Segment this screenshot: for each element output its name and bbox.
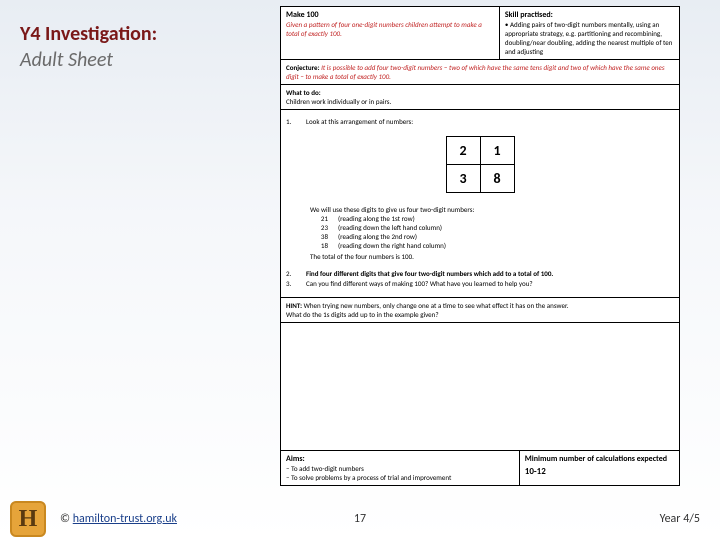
- grid-cell-0-0: 2: [446, 137, 480, 165]
- aims-title: Aims:: [286, 454, 514, 464]
- worksheet-bottom: Aims: – To add two-digit numbers – To so…: [281, 450, 679, 485]
- logo-icon: H: [10, 501, 46, 537]
- make-cell: Make 100 Given a pattern of four one-dig…: [281, 7, 500, 59]
- conjecture-row: Conjecture: It is possible to add four t…: [281, 60, 679, 85]
- grid-cell-1-1: 8: [480, 165, 514, 193]
- skill-desc: • Adding pairs of two-digit numbers ment…: [505, 20, 674, 56]
- min-title: Minimum number of calculations expected: [525, 454, 674, 464]
- step-1: 1. Look at this arrangement of numbers:: [286, 117, 674, 126]
- worksheet-body: 1. Look at this arrangement of numbers: …: [281, 110, 679, 297]
- read-row-2: 38(reading along the 2nd row): [310, 232, 674, 241]
- step-2: 2. Find four different digits that give …: [286, 269, 674, 278]
- make-title: Make 100: [286, 10, 494, 20]
- copyright: © hamilton-trust.org.uk: [60, 512, 177, 526]
- min-value: 10-12: [525, 466, 674, 477]
- hint-question: What do the 1s digits add up to in the e…: [286, 310, 674, 319]
- grid-cell-1-0: 3: [446, 165, 480, 193]
- step-3-num: 3.: [286, 279, 298, 288]
- read-intro: We will use these digits to give us four…: [310, 205, 674, 214]
- aims-2: – To solve problems by a process of tria…: [286, 473, 514, 482]
- skill-cell: Skill practised: • Adding pairs of two-d…: [500, 7, 679, 59]
- aims-1: – To add two-digit numbers: [286, 464, 514, 473]
- year-label: Year 4/5: [660, 512, 700, 526]
- hint-text: When trying new numbers, only change one…: [304, 301, 569, 310]
- read-list: 21(reading along the 1st row) 23(reading…: [310, 214, 674, 250]
- page-number: 17: [354, 512, 366, 526]
- todo-row: What to do: Children work individually o…: [281, 85, 679, 110]
- step-2-text: Find four different digits that give fou…: [306, 269, 674, 278]
- read-row-3: 18(reading down the right hand column): [310, 241, 674, 250]
- read-row-1: 23(reading down the left hand column): [310, 223, 674, 232]
- title-line2: Adult Sheet: [20, 48, 157, 72]
- hint-row: HINT: When trying new numbers, only chan…: [281, 297, 679, 323]
- conjecture-text: It is possible to add four two-digit num…: [286, 63, 665, 81]
- step-2-num: 2.: [286, 269, 298, 278]
- footer: H © hamilton-trust.org.uk 17 Year 4/5: [0, 498, 720, 540]
- worksheet: Make 100 Given a pattern of four one-dig…: [280, 6, 680, 486]
- make-desc: Given a pattern of four one-digit number…: [286, 20, 494, 38]
- aims-cell: Aims: – To add two-digit numbers – To so…: [281, 451, 520, 485]
- step-3: 3. Can you find different ways of making…: [286, 279, 674, 288]
- step-1-text: Look at this arrangement of numbers:: [306, 117, 674, 126]
- conjecture-title: Conjecture:: [286, 63, 320, 72]
- step-1-num: 1.: [286, 117, 298, 126]
- footer-link[interactable]: hamilton-trust.org.uk: [73, 512, 177, 526]
- read-row-0: 21(reading along the 1st row): [310, 214, 674, 223]
- grid-cell-0-1: 1: [480, 137, 514, 165]
- read-total: The total of the four numbers is 100.: [310, 252, 674, 261]
- todo-text: Children work individually or in pairs.: [286, 97, 674, 106]
- number-grid: 2 1 3 8: [446, 136, 515, 193]
- copy-symbol: ©: [60, 512, 70, 526]
- todo-title: What to do:: [286, 88, 674, 97]
- title-line1: Y4 Investigation:: [20, 22, 157, 46]
- skill-title: Skill practised:: [505, 10, 674, 20]
- min-cell: Minimum number of calculations expected …: [520, 451, 679, 485]
- hint-label: HINT:: [286, 301, 302, 310]
- step-3-text: Can you find different ways of making 10…: [306, 279, 674, 288]
- title-block: Y4 Investigation: Adult Sheet: [20, 22, 157, 72]
- worksheet-header-row: Make 100 Given a pattern of four one-dig…: [281, 7, 679, 60]
